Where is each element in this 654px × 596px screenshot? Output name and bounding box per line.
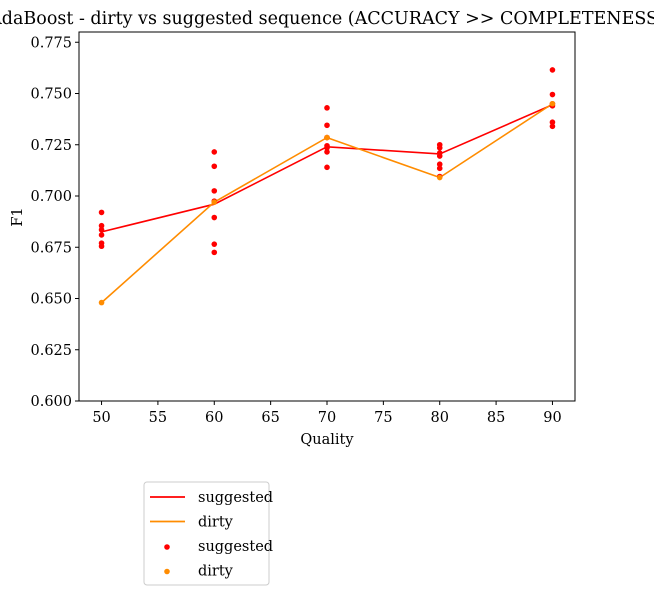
- data-point-suggested: [549, 119, 556, 125]
- data-point-suggested: [549, 91, 556, 98]
- data-point-dirty: [324, 134, 330, 141]
- data-point-suggested: [436, 153, 443, 159]
- x-tick-label: 60: [205, 410, 223, 426]
- data-point-suggested: [98, 227, 105, 233]
- x-tick-label: 85: [487, 410, 505, 426]
- y-tick-label: 0.700: [30, 189, 72, 205]
- x-tick-label: 55: [149, 410, 167, 426]
- data-point-suggested: [324, 145, 330, 151]
- data-point-dirty: [549, 100, 556, 107]
- data-point-suggested: [211, 241, 218, 247]
- legend-label: dirty: [198, 564, 234, 580]
- y-tick-label: 0.725: [30, 138, 72, 154]
- series-lines: [101, 103, 553, 304]
- series-points: [98, 67, 556, 306]
- x-tick-label: 50: [92, 410, 110, 426]
- y-tick-label: 0.675: [30, 240, 72, 256]
- data-point-suggested: [436, 161, 443, 168]
- plot-area: [78, 31, 576, 402]
- data-point-suggested: [436, 145, 443, 151]
- y-tick-label: 0.600: [30, 394, 72, 410]
- legend-frame: [143, 481, 270, 586]
- x-axis-label: Quality: [300, 432, 354, 448]
- data-point-suggested: [98, 209, 105, 216]
- data-point-suggested: [436, 165, 443, 172]
- data-point-suggested: [324, 105, 330, 111]
- legend-marker-swatch: [164, 544, 170, 550]
- data-point-suggested: [549, 67, 556, 73]
- x-axis: 50 55 60 65 70 75 80 85 90: [92, 401, 562, 426]
- legend: suggested dirty suggested dirty: [143, 481, 273, 586]
- data-point-suggested: [549, 123, 556, 130]
- y-axis-label: F1: [10, 207, 26, 226]
- data-point-suggested: [211, 163, 218, 170]
- y-tick-label: 0.775: [30, 35, 72, 51]
- data-point-dirty: [98, 299, 105, 306]
- data-point-suggested: [211, 214, 218, 221]
- data-point-dirty: [436, 174, 443, 181]
- data-point-suggested: [211, 249, 218, 256]
- data-point-suggested: [98, 232, 105, 238]
- legend-marker-swatch: [164, 568, 170, 575]
- y-tick-label: 0.750: [30, 87, 72, 103]
- y-axis: 0.600 0.625 0.650 0.675 0.700 0.725 0.750 0.775: [30, 35, 79, 410]
- legend-label: dirty: [198, 515, 234, 531]
- y-tick-label: 0.625: [30, 343, 72, 359]
- chart-title: AdaBoost - dirty vs suggested sequence (…: [0, 9, 654, 29]
- legend-label: suggested: [198, 490, 273, 506]
- data-point-suggested: [211, 188, 218, 194]
- data-point-suggested: [324, 122, 330, 129]
- data-point-suggested: [324, 149, 330, 155]
- x-tick-label: 65: [261, 410, 279, 426]
- data-point-dirty: [211, 199, 218, 205]
- data-point-suggested: [211, 149, 218, 155]
- x-tick-label: 70: [318, 410, 336, 426]
- data-point-suggested: [324, 164, 330, 171]
- x-tick-label: 90: [543, 410, 561, 426]
- legend-label: suggested: [198, 539, 273, 555]
- y-tick-label: 0.650: [30, 292, 72, 308]
- x-tick-label: 80: [431, 410, 449, 426]
- x-tick-label: 75: [374, 410, 392, 426]
- data-point-suggested: [98, 222, 105, 229]
- data-point-suggested: [98, 243, 105, 250]
